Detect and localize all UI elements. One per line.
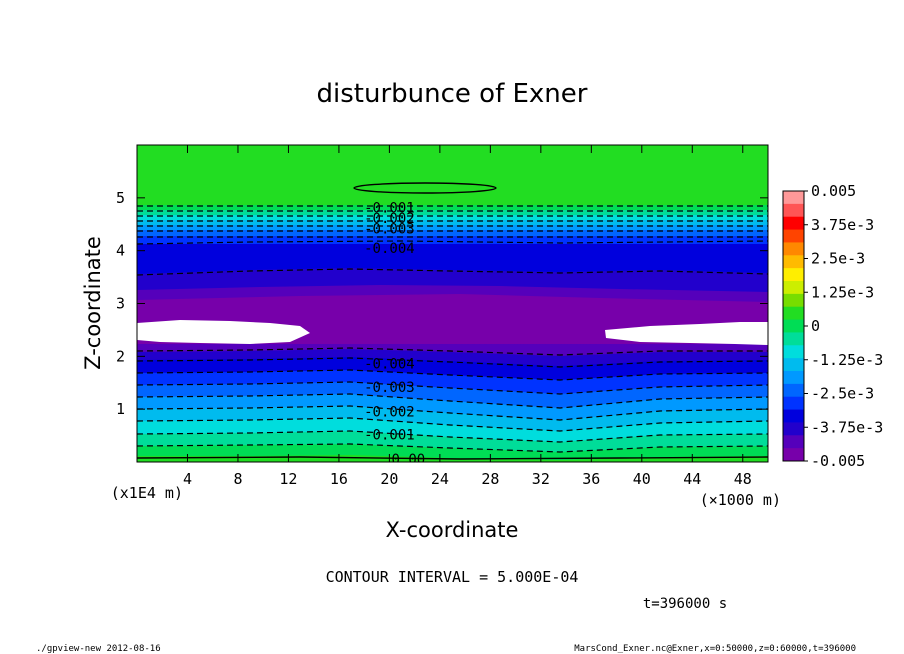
colorbar-label: -0.005	[811, 452, 865, 470]
band	[137, 225, 768, 230]
x-tick-label: 8	[233, 470, 242, 488]
contour-label: -0.002	[364, 404, 415, 420]
contour-lines-lower	[137, 347, 768, 453]
colorbar-swatch	[783, 255, 804, 269]
x-tick-label: 24	[431, 470, 449, 488]
y-tick-label: 2	[116, 347, 125, 365]
band	[137, 215, 768, 220]
colorbar-swatch	[783, 422, 804, 436]
x-tick-label: 16	[330, 470, 348, 488]
x-tick-label: 4	[183, 470, 192, 488]
colorbar-swatch	[783, 306, 804, 321]
colorbar-swatch	[783, 383, 804, 398]
colorbar-swatch	[783, 229, 804, 243]
y-tick-label: 1	[116, 400, 125, 418]
colorbar-swatch	[783, 319, 804, 333]
band-zero	[137, 145, 768, 205]
colorbar-swatch	[783, 332, 804, 346]
contour-interval: CONTOUR INTERVAL = 5.000E-04	[326, 568, 579, 586]
band	[137, 205, 768, 210]
footer-right: MarsCond_Exner.nc@Exner,x=0:50000,z=0:60…	[574, 644, 856, 654]
colorbar-swatch	[783, 371, 804, 385]
contour-label: -0.003	[364, 221, 415, 237]
gap-region	[605, 322, 768, 345]
x-tick-label: 48	[734, 470, 752, 488]
positive-contour	[353, 182, 497, 194]
x-tick-label: 20	[380, 470, 398, 488]
colorbar-label: 3.75e-3	[811, 216, 874, 234]
colorbar-swatch	[783, 268, 804, 282]
x-axis: 4 8 12 16 20 24 28 32 36 40 44 48	[183, 145, 752, 488]
colorbar-swatch	[783, 203, 804, 218]
contour-label: -0.001	[364, 428, 415, 444]
y-unit-label: (x1E4 m)	[111, 484, 183, 502]
colorbar-label: -2.5e-3	[811, 385, 874, 403]
x-tick-label: 28	[481, 470, 499, 488]
time-label: t=396000 s	[643, 596, 727, 612]
colorbar-swatch	[783, 448, 804, 462]
contour-labels: -0.001-0.002-0.003-0.004-0.004-0.003-0.0…	[364, 200, 425, 468]
colorbar-swatch	[783, 242, 804, 256]
colorbar-swatch	[783, 358, 804, 372]
x-tick-label: 36	[582, 470, 600, 488]
y-tick-label: 5	[116, 189, 125, 207]
plot-area: -0.001-0.002-0.003-0.004-0.004-0.003-0.0…	[137, 145, 768, 468]
x-tick-label: 40	[633, 470, 651, 488]
colorbar-label: 1.25e-3	[811, 283, 874, 301]
colorbar-swatch	[783, 409, 804, 423]
colorbar-label: 0.005	[811, 182, 856, 200]
colorbar-labels: 0.005 3.75e-3 2.5e-3 1.25e-3 0 -1.25e-3 -2.5e-…	[804, 182, 883, 470]
colorbar-swatch	[783, 281, 804, 295]
contour-label: -0.004	[364, 357, 415, 373]
zero-contour	[137, 456, 768, 460]
band	[137, 236, 768, 244]
y-axis: 1 2 3 4 5	[116, 189, 768, 418]
colorbar	[783, 191, 804, 462]
band	[137, 220, 768, 225]
chart-title: disturbunce of Exner	[317, 79, 588, 109]
contour-label: 0.00	[391, 452, 425, 468]
x-tick-label: 44	[683, 470, 701, 488]
band	[137, 210, 768, 215]
x-tick-label: 32	[532, 470, 550, 488]
band	[137, 244, 768, 274]
colorbar-swatch	[783, 191, 804, 205]
x-tick-label: 12	[279, 470, 297, 488]
colorbar-swatch	[783, 345, 804, 359]
x-unit-label: (×1000 m)	[700, 491, 781, 509]
colorbar-swatch	[783, 435, 804, 449]
colorbar-label: 2.5e-3	[811, 250, 865, 268]
footer-left: ./gpview-new 2012-08-16	[36, 644, 161, 654]
colorbar-swatch	[783, 293, 804, 308]
colorbar-label: 0	[811, 317, 820, 335]
colorbar-label: -1.25e-3	[811, 351, 883, 369]
y-tick-label: 4	[116, 242, 125, 260]
contour-lines-upper	[137, 205, 768, 276]
contour-label: -0.002	[364, 211, 415, 227]
band	[137, 230, 768, 236]
y-axis-title: Z-coordinate	[81, 236, 105, 370]
y-tick-label: 3	[116, 295, 125, 313]
colorbar-label: -3.75e-3	[811, 418, 883, 436]
colorbar-swatch	[783, 396, 804, 411]
gap-region	[137, 320, 310, 344]
contour-label: -0.004	[364, 241, 415, 257]
x-axis-title: X-coordinate	[386, 518, 519, 542]
colorbar-swatch	[783, 216, 804, 231]
contour-label: -0.003	[364, 380, 415, 396]
contour-label: -0.001	[364, 200, 415, 216]
